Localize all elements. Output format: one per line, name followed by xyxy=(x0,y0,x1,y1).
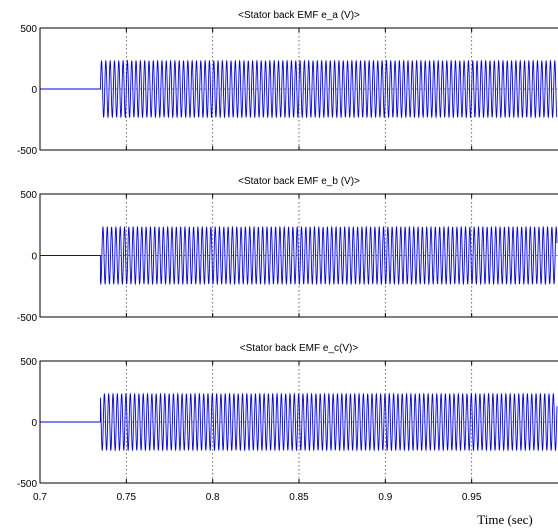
signal-trace-1 xyxy=(41,59,558,119)
x-tick-label: 0.7 xyxy=(33,492,47,503)
x-tick-label: 0.95 xyxy=(462,492,482,503)
y-tick-label: -500 xyxy=(17,146,37,157)
x-axis-label: Time (sec) xyxy=(477,512,533,527)
x-tick-label: 0.9 xyxy=(378,492,392,503)
chart-title: <Stator back EMF e_c(V)> xyxy=(240,343,359,354)
y-tick-label: 0 xyxy=(31,418,37,429)
scope-panel-3: <Stator back EMF e_c(V)> 500 0 -500 0.7 0.75 0… xyxy=(17,343,558,527)
chart-title: <Stator back EMF e_a (V)> xyxy=(238,10,360,21)
x-tick-label: 0.8 xyxy=(206,492,220,503)
chart-title: <Stator back EMF e_b (V)> xyxy=(238,176,360,187)
scope-panel-1: <Stator back EMF e_a (V)> 500 0 -500 xyxy=(17,10,558,157)
y-tick-label: 500 xyxy=(20,190,37,201)
x-tick-label: 0.75 xyxy=(117,492,137,503)
y-tick-label: 500 xyxy=(20,357,37,368)
scope-panel-2: <Stator back EMF e_b (V)> 500 0 -500 xyxy=(17,176,558,324)
x-tick-label: 0.85 xyxy=(289,492,309,503)
y-tick-label: -500 xyxy=(17,479,37,490)
signal-trace-1 xyxy=(41,392,558,452)
signal-trace-1 xyxy=(41,225,558,286)
y-tick-label: 0 xyxy=(31,252,37,263)
y-tick-label: 0 xyxy=(31,85,37,96)
y-tick-label: -500 xyxy=(17,313,37,324)
y-tick-label: 500 xyxy=(20,24,37,35)
